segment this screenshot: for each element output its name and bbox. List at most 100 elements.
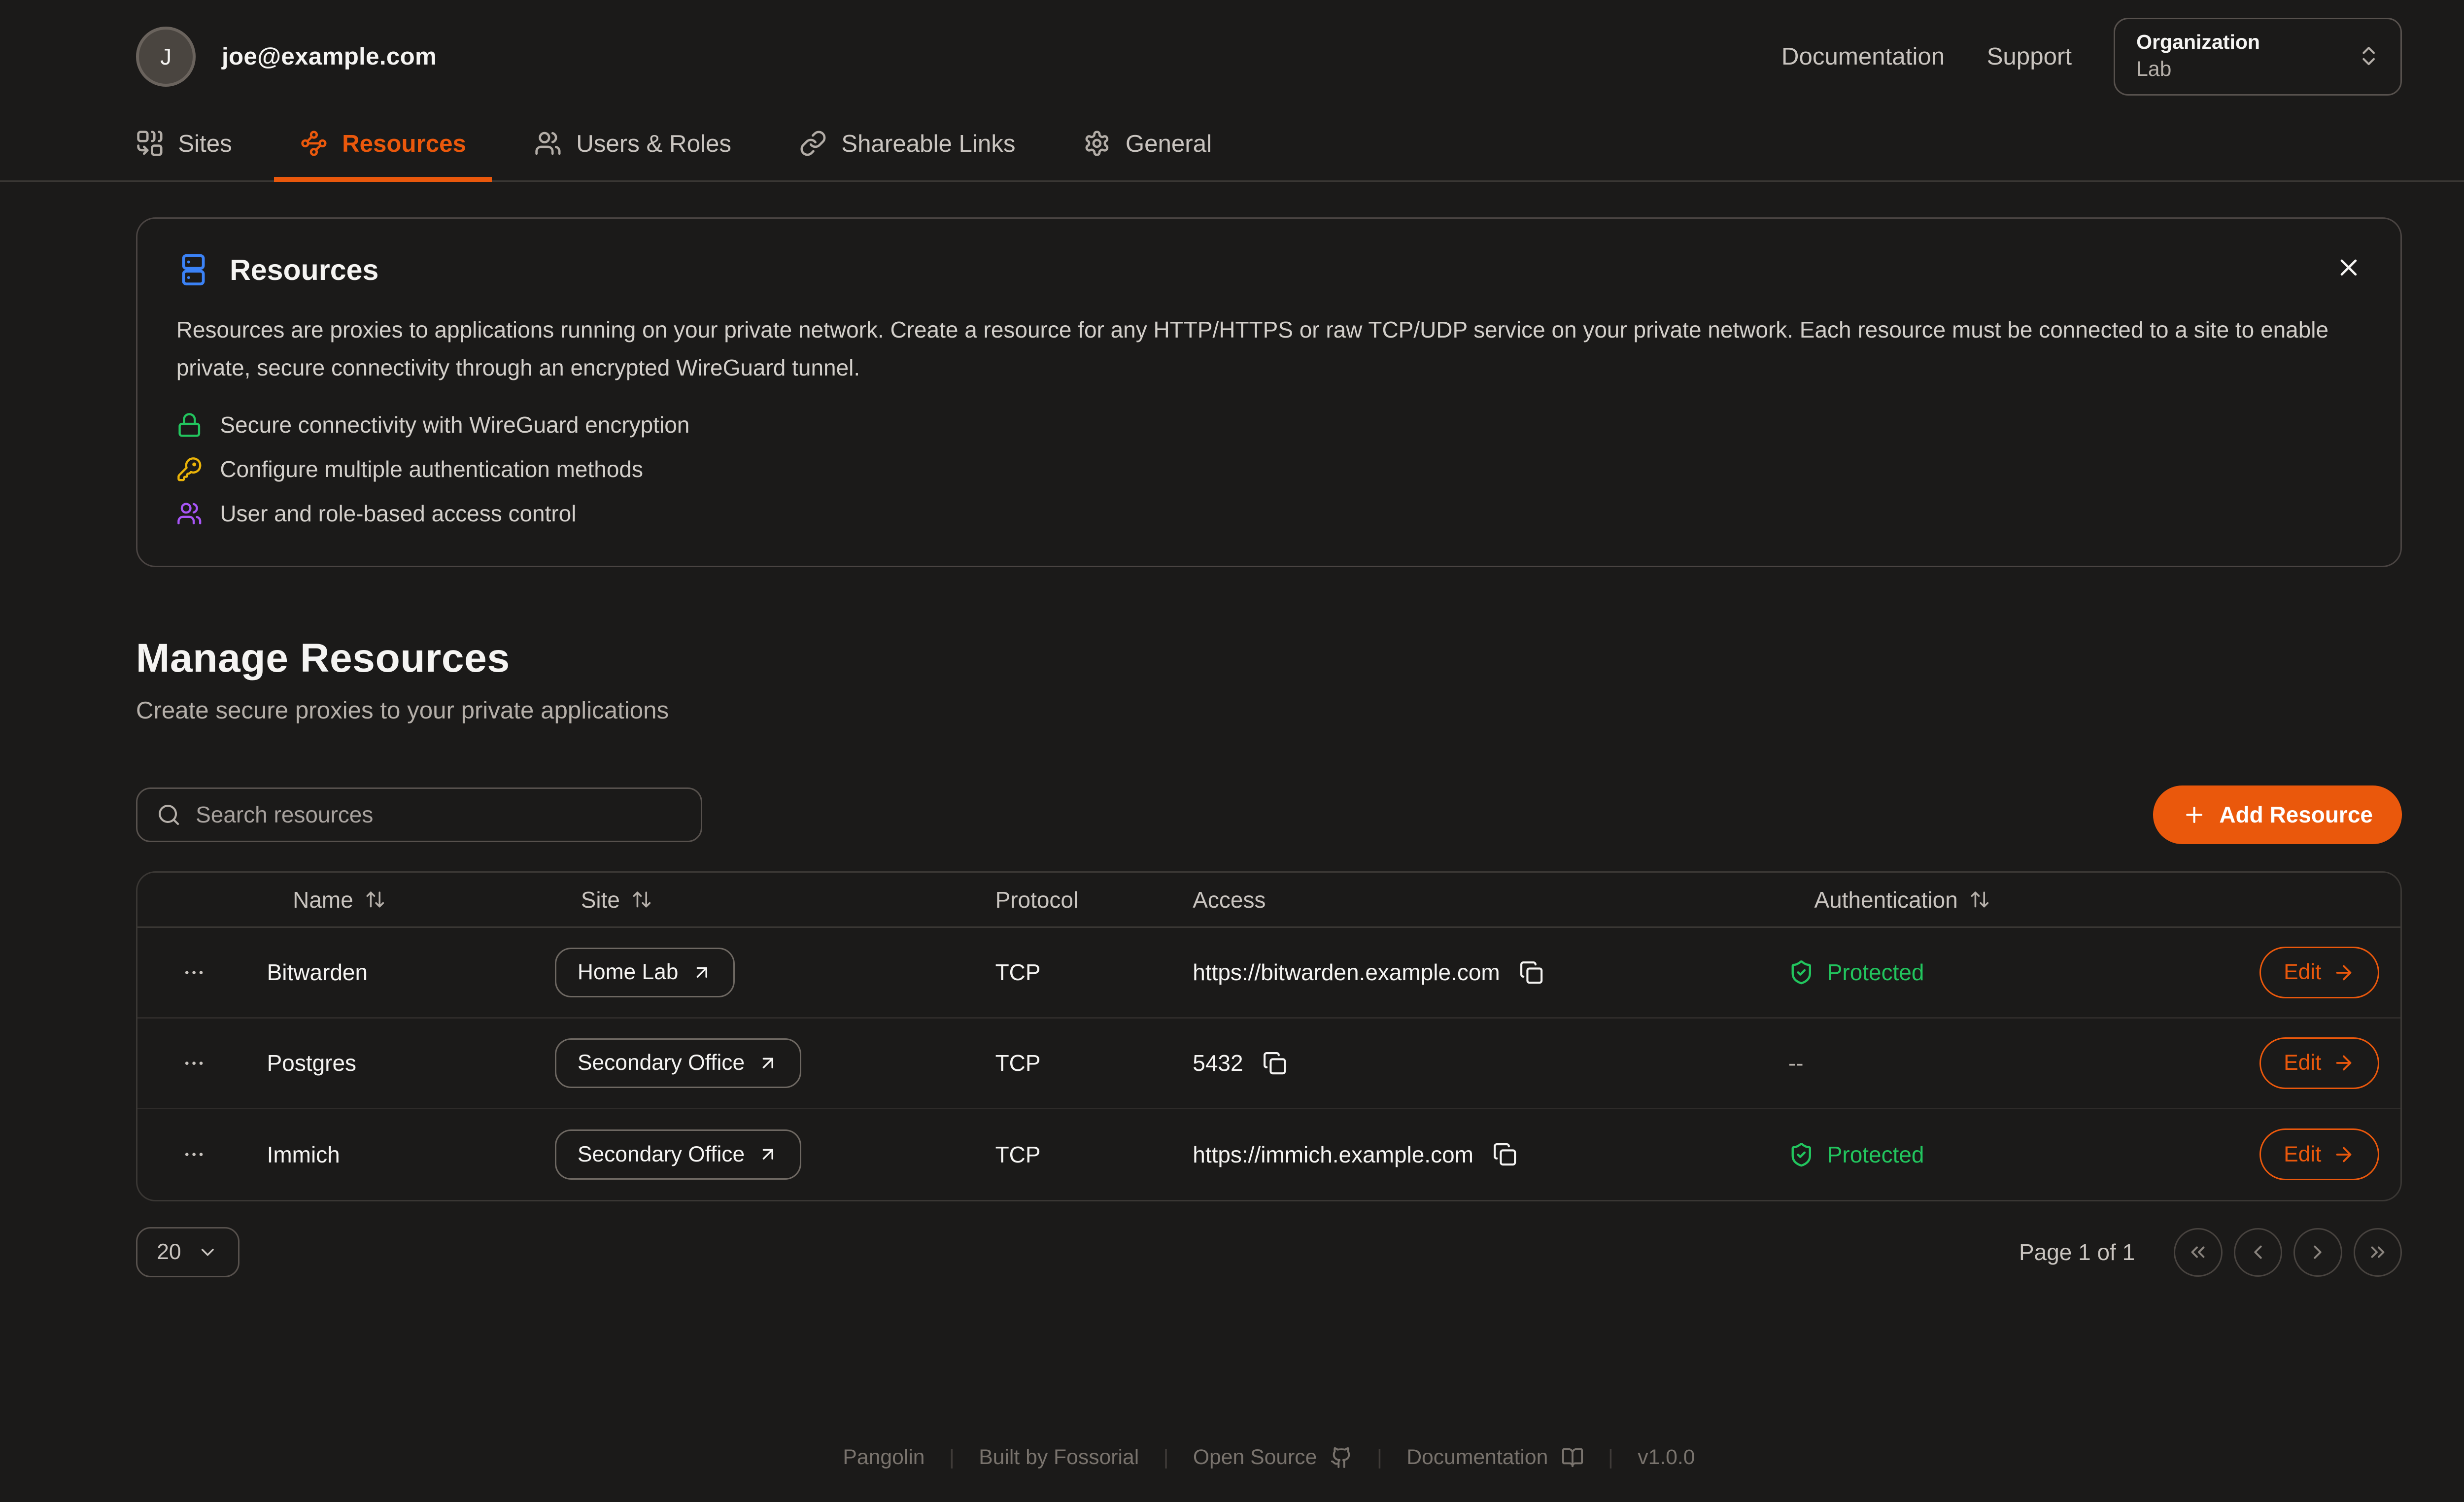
tab-sites[interactable]: Sites: [110, 113, 258, 180]
search-box: [136, 787, 703, 843]
column-header-access: Access: [1193, 887, 1266, 913]
auth-status-badge: Protected: [1788, 1141, 1924, 1168]
toolbar: Add Resource: [136, 785, 2402, 844]
auth-status-badge: Protected: [1788, 959, 1924, 986]
users-icon: [176, 501, 203, 527]
documentation-link[interactable]: Documentation: [1781, 43, 1945, 70]
link-icon: [799, 130, 827, 157]
table-header: Name Site Protocol Access Authentication: [137, 873, 2401, 928]
tab-general[interactable]: General: [1058, 113, 1238, 180]
copy-icon[interactable]: [1519, 960, 1543, 985]
table-row: Immich Secondary Office TCP https://immi…: [137, 1109, 2400, 1200]
sort-icon: [631, 889, 652, 910]
footer-documentation-link[interactable]: Documentation: [1406, 1445, 1583, 1469]
chevron-down-icon: [197, 1242, 218, 1263]
gear-icon: [1083, 130, 1111, 157]
footer-open-source-link[interactable]: Open Source: [1193, 1445, 1353, 1469]
chevron-left-icon: [2254, 1245, 2262, 1259]
pagination: 20 Page 1 of 1: [136, 1227, 2402, 1278]
resource-access: https://immich.example.com: [1193, 1141, 1473, 1167]
sort-icon: [1969, 889, 1990, 910]
resource-protocol: TCP: [995, 1050, 1041, 1076]
card-title: Resources: [230, 253, 379, 286]
topbar: J joe@example.com Documentation Support …: [0, 0, 2464, 113]
edit-button[interactable]: Edit: [2259, 946, 2380, 999]
feature-list: Secure connectivity with WireGuard encry…: [176, 411, 2362, 527]
feature-item: User and role-based access control: [176, 500, 2362, 527]
resource-name: Postgres: [267, 1050, 357, 1076]
github-icon: [1330, 1446, 1353, 1469]
tab-users-roles[interactable]: Users & Roles: [508, 113, 757, 180]
arrow-right-icon: [2332, 1052, 2355, 1074]
organization-value: Lab: [2136, 57, 2172, 81]
auth-status-none: --: [1788, 1050, 1804, 1076]
site-link-button[interactable]: Secondary Office: [555, 1129, 801, 1180]
resource-access: 5432: [1193, 1050, 1243, 1076]
combine-icon: [136, 130, 164, 157]
page-size-selector[interactable]: 20: [136, 1227, 240, 1278]
site-link-button[interactable]: Secondary Office: [555, 1038, 801, 1089]
resource-name: Bitwarden: [267, 959, 368, 986]
chevrons-left-icon: [2191, 1246, 2205, 1258]
tab-shareable-links[interactable]: Shareable Links: [773, 113, 1041, 180]
resource-protocol: TCP: [995, 959, 1041, 986]
last-page-button[interactable]: [2353, 1228, 2402, 1277]
chevrons-right-icon: [2371, 1246, 2385, 1258]
table-row: Postgres Secondary Office TCP 5432 --: [137, 1019, 2401, 1109]
support-link[interactable]: Support: [1986, 43, 2072, 70]
copy-icon[interactable]: [1263, 1051, 1287, 1075]
column-header-site[interactable]: Site: [529, 887, 969, 913]
search-input[interactable]: [196, 801, 682, 828]
resource-access: https://bitwarden.example.com: [1193, 959, 1500, 986]
row-menu-button[interactable]: [137, 1142, 241, 1166]
column-header-name[interactable]: Name: [241, 887, 529, 913]
footer-built-by: Built by Fossorial: [979, 1445, 1139, 1469]
user-account[interactable]: J joe@example.com: [136, 27, 437, 87]
arrow-right-icon: [2332, 961, 2355, 984]
resources-table: Name Site Protocol Access Authentication: [136, 871, 2402, 1201]
close-icon[interactable]: [2327, 246, 2369, 288]
ellipsis-icon: [185, 1061, 203, 1065]
avatar-initial: J: [160, 43, 172, 69]
main-content: Resources Resources are proxies to appli…: [0, 182, 2464, 1446]
ellipsis-icon: [185, 1153, 203, 1157]
search-icon: [157, 803, 181, 827]
first-page-button[interactable]: [2173, 1228, 2223, 1277]
edit-button[interactable]: Edit: [2259, 1128, 2380, 1181]
tab-resources[interactable]: Resources: [274, 113, 492, 183]
users-icon: [534, 130, 562, 157]
lock-icon: [176, 412, 203, 438]
table-row: Bitwarden Home Lab TCP https://bitwarden…: [137, 928, 2401, 1019]
arrow-up-right-icon: [757, 1053, 779, 1074]
key-icon: [176, 456, 203, 482]
tab-bar: Sites Resources Users & Roles Shareable …: [0, 113, 2464, 183]
arrow-right-icon: [2332, 1143, 2355, 1166]
page-title: Manage Resources: [136, 635, 510, 681]
resources-info-card: Resources Resources are proxies to appli…: [136, 217, 2402, 568]
waypoints-icon: [300, 130, 328, 157]
previous-page-button[interactable]: [2233, 1228, 2283, 1277]
add-resource-button[interactable]: Add Resource: [2153, 785, 2402, 844]
edit-button[interactable]: Edit: [2259, 1037, 2380, 1089]
resource-name: Immich: [267, 1141, 340, 1167]
shield-check-icon: [1788, 959, 1814, 986]
plus-icon: [2182, 803, 2206, 827]
organization-selector[interactable]: Organization Lab: [2114, 18, 2402, 96]
book-open-icon: [1561, 1446, 1584, 1469]
row-menu-button[interactable]: [137, 1051, 241, 1075]
avatar[interactable]: J: [136, 27, 196, 87]
user-email: joe@example.com: [221, 43, 437, 70]
site-link-button[interactable]: Home Lab: [555, 947, 735, 998]
footer: Pangolin | Built by Fossorial | Open Sou…: [843, 1445, 1695, 1469]
card-description: Resources are proxies to applications ru…: [176, 317, 2329, 381]
feature-item: Secure connectivity with WireGuard encry…: [176, 411, 2362, 438]
column-header-authentication[interactable]: Authentication: [1762, 887, 2231, 913]
feature-item: Configure multiple authentication method…: [176, 456, 2362, 482]
chevron-right-icon: [2314, 1245, 2322, 1259]
organization-label: Organization: [2136, 31, 2260, 54]
next-page-button[interactable]: [2293, 1228, 2342, 1277]
row-menu-button[interactable]: [137, 960, 241, 985]
arrow-up-right-icon: [757, 1144, 779, 1165]
copy-icon[interactable]: [1493, 1142, 1517, 1166]
